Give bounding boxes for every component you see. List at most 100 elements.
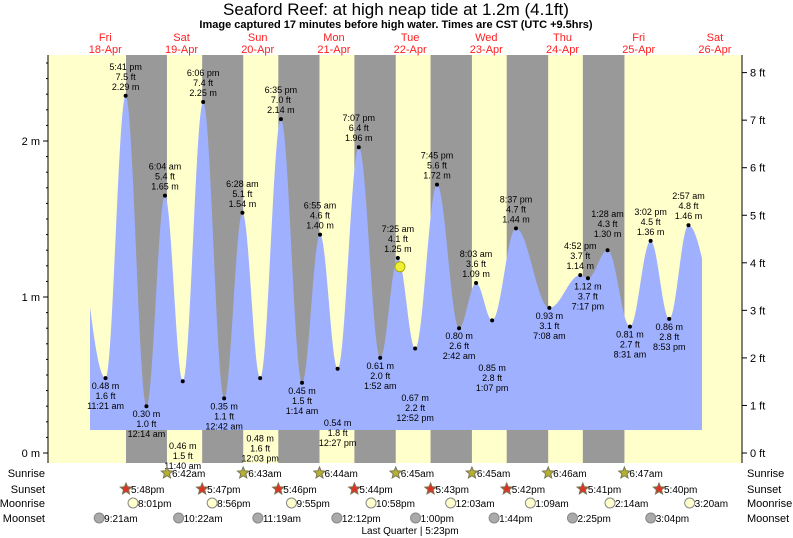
day-label-weekday: Wed <box>475 32 497 44</box>
high-tide-label: 3:02 pm <box>634 207 667 217</box>
low-tide-label: 0.67 m <box>401 393 429 403</box>
day-label-date: 18-Apr <box>89 44 122 56</box>
low-tide-label: 1:14 am <box>286 406 319 416</box>
low-tide-label-group: 0.80 m2.6 ft2:42 am <box>443 331 476 361</box>
day-label-weekday: Tue <box>401 32 420 44</box>
sunset-time: 5:43pm <box>436 485 469 496</box>
day-label-weekday: Sat <box>173 32 190 44</box>
sunrise-star-icon <box>388 465 403 479</box>
low-tide-label: 1:07 pm <box>476 383 509 393</box>
high-tide-label-group: 1:28 am4.3 ft1.30 m <box>591 209 624 239</box>
day-label-date: 26-Apr <box>698 44 731 56</box>
day-label-date: 19-Apr <box>165 44 198 56</box>
sunset-star-icon <box>347 481 362 495</box>
low-tide-label: 0.61 m <box>366 361 394 371</box>
high-tide-point <box>474 280 479 285</box>
sunrise-time: 6:45am <box>401 469 434 480</box>
low-tide-label: 7:08 am <box>533 331 566 341</box>
high-tide-point <box>278 117 283 122</box>
low-tide-label: 0.86 m <box>655 322 683 332</box>
high-tide-label: 2.25 m <box>189 88 217 98</box>
chart-title: Seaford Reef: at high neap tide at 1.2m … <box>223 0 569 19</box>
high-tide-label: 1.09 m <box>462 269 490 279</box>
high-tide-label: 4:52 pm <box>564 241 597 251</box>
left-tick-label: 0 m <box>22 448 40 460</box>
high-tide-label-group: 8:37 pm4.7 ft1.44 m <box>500 194 533 224</box>
high-tide-point <box>648 238 653 243</box>
high-tide-point <box>201 100 206 104</box>
moonrise-icon <box>285 497 297 509</box>
high-tide-label: 2.14 m <box>267 105 295 115</box>
moonset-icon <box>645 512 657 524</box>
low-tide-label: 7:17 pm <box>572 301 605 311</box>
high-tide-label: 1.25 m <box>384 244 412 254</box>
high-tide-label-group: 6:35 pm7.0 ft2.14 m <box>265 85 298 115</box>
high-tide-label: 7:45 pm <box>421 151 454 161</box>
high-tide-label: 7.0 ft <box>271 95 292 105</box>
sunset-time: 5:41pm <box>588 485 621 496</box>
low-tide-label: 0.85 m <box>478 363 506 373</box>
day-label-weekday: Sun <box>248 32 268 44</box>
high-tide-label: 7:25 am <box>382 224 415 234</box>
low-tide-point <box>413 346 418 351</box>
low-tide-label-group: 0.61 m2.0 ft1:52 am <box>364 361 397 391</box>
high-tide-label: 1.72 m <box>423 171 451 181</box>
sunset-star-icon <box>575 481 590 495</box>
high-tide-label: 4.3 ft <box>598 219 619 229</box>
day-label-date: 21-Apr <box>317 44 350 56</box>
low-tide-label: 1.1 ft <box>214 411 235 421</box>
sunset-star-icon <box>499 481 514 495</box>
left-tick-label: 1 m <box>22 292 40 304</box>
current-time-marker <box>394 261 406 273</box>
low-tide-point <box>490 318 495 323</box>
sunrise-time: 6:46am <box>553 469 586 480</box>
sunrise-time: 6:45am <box>477 469 510 480</box>
low-tide-point <box>457 326 462 331</box>
right-tick-label: 7 ft <box>750 115 765 127</box>
high-tide-point <box>123 93 128 98</box>
low-tide-label: 1.8 ft <box>328 428 349 438</box>
sunset-star-icon <box>423 481 438 495</box>
high-tide-label-group: 6:28 am5.1 ft1.54 m <box>226 179 259 209</box>
low-tide-label: 3.1 ft <box>539 321 560 331</box>
right-tick-label: 6 ft <box>750 163 765 175</box>
right-tick-label: 8 ft <box>750 68 765 80</box>
sunrise-star-icon <box>541 465 556 479</box>
sunset-star-icon <box>119 481 133 495</box>
sunrise-star-icon <box>617 465 632 479</box>
moonset-icon <box>93 512 105 524</box>
low-tide-label: 8:53 pm <box>653 342 686 352</box>
moonset-time: 11:19am <box>263 514 301 525</box>
moonset-time: 9:21am <box>104 514 137 525</box>
day-label-weekday: Fri <box>99 32 112 44</box>
low-tide-label: 12:27 pm <box>319 438 357 448</box>
moonrise-icon <box>206 497 218 509</box>
low-tide-label: 0.30 m <box>133 409 161 419</box>
high-tide-label-group: 3:02 pm4.5 ft1.36 m <box>634 207 667 237</box>
low-tide-point <box>667 316 672 321</box>
low-tide-point <box>300 380 305 385</box>
high-tide-label: 1.30 m <box>594 229 622 239</box>
high-tide-label: 7.5 ft <box>116 72 137 82</box>
high-tide-label-group: 6:04 am5.4 ft1.65 m <box>149 162 182 192</box>
high-tide-label: 6.4 ft <box>349 123 370 133</box>
sunset-time: 5:40pm <box>664 485 697 496</box>
moonset-icon <box>252 512 264 524</box>
chart-subtitle: Image captured 17 minutes before high wa… <box>199 19 593 31</box>
low-tide-label: 8:31 am <box>614 350 647 360</box>
high-tide-label: 1.36 m <box>637 227 665 237</box>
sunset-row-label-left: Sunset <box>11 484 45 496</box>
moonrise-time: 9:55pm <box>296 499 329 510</box>
low-tide-label: 2.7 ft <box>620 340 641 350</box>
right-tick-label: 0 ft <box>750 448 765 460</box>
sunrise-time: 6:44am <box>324 469 357 480</box>
low-tide-label: 2:42 am <box>443 351 476 361</box>
moonrise-icon <box>684 497 696 509</box>
